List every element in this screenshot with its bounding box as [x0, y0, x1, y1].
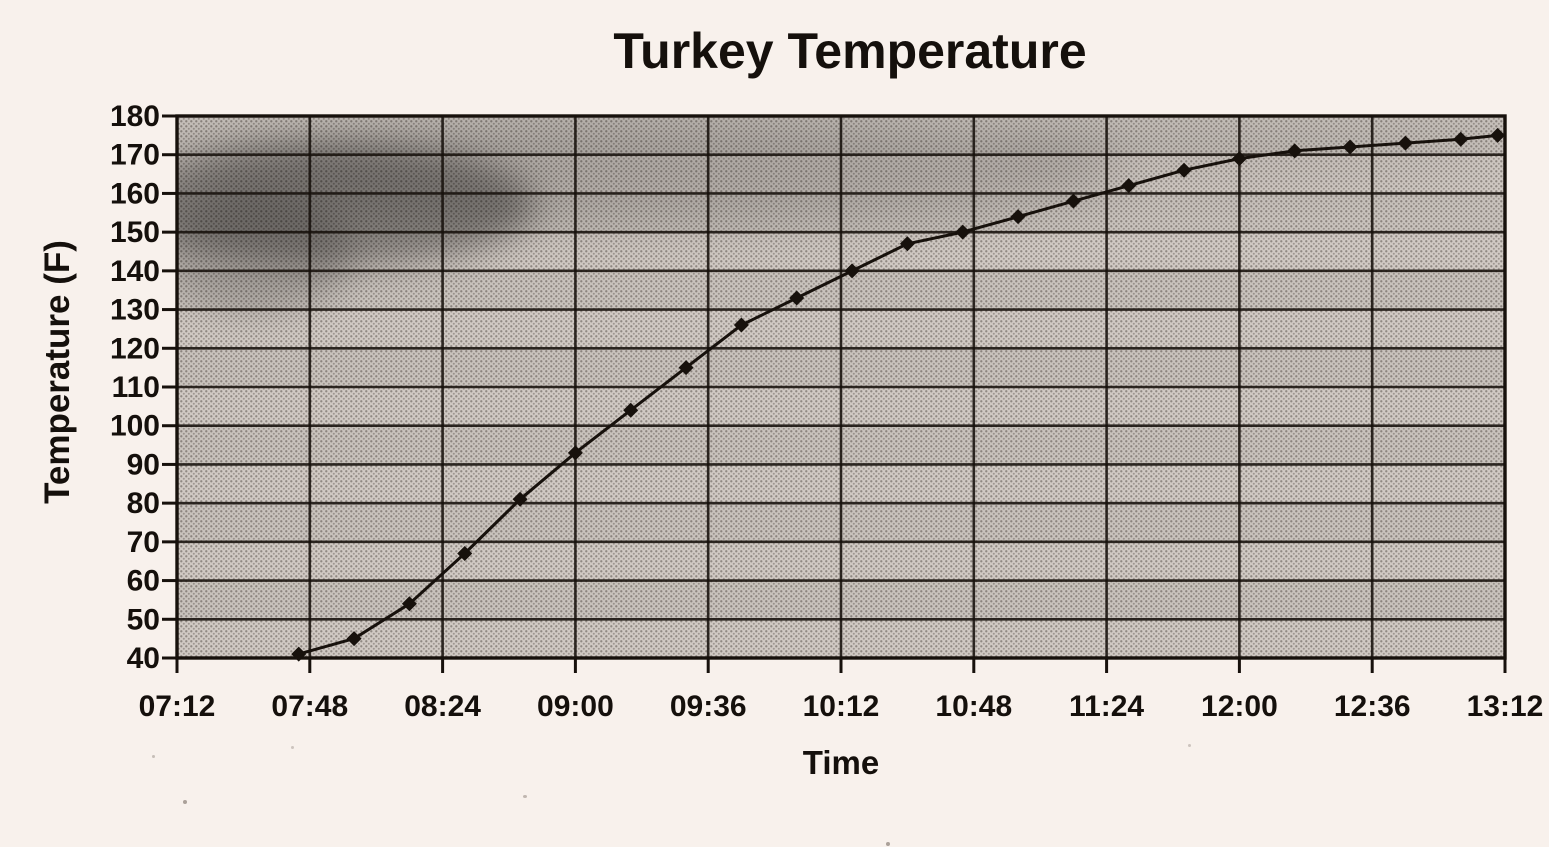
scan-speck: [152, 755, 155, 758]
y-axis-tick-label: 110: [112, 371, 160, 404]
data-point-marker: [1010, 209, 1026, 225]
y-axis-tick-label: 160: [110, 177, 160, 210]
y-axis-tick-label: 50: [127, 603, 160, 636]
y-axis-tick-label: 150: [110, 216, 160, 249]
y-axis-tick-label: 170: [110, 139, 160, 172]
data-point-marker: [291, 646, 307, 662]
scan-speck: [886, 842, 890, 846]
data-point-marker: [1342, 139, 1358, 155]
y-axis-tick-label: 180: [110, 100, 160, 133]
x-axis-tick-label: 10:48: [935, 690, 1012, 723]
data-point-marker: [678, 360, 694, 376]
y-axis-tick-label: 60: [127, 565, 160, 598]
scan-smudge: [177, 195, 350, 315]
scan-speck: [291, 746, 294, 749]
x-axis-tick-label: 07:12: [139, 690, 216, 723]
y-axis-tick-label: 80: [127, 487, 160, 520]
data-point-marker: [733, 317, 749, 333]
x-axis-tick-label: 08:24: [404, 690, 481, 723]
data-point-marker: [1287, 143, 1303, 159]
x-axis-tick-label: 11:24: [1069, 690, 1144, 723]
data-point-marker: [567, 445, 583, 461]
data-point-marker: [955, 224, 971, 240]
data-point-marker: [401, 596, 417, 612]
data-point-marker: [1453, 131, 1469, 147]
data-point-marker: [1065, 193, 1081, 209]
data-point-marker: [346, 631, 362, 647]
x-axis-tick-label: 09:36: [670, 690, 747, 723]
data-point-marker: [1397, 135, 1413, 151]
data-point-marker: [789, 290, 805, 306]
data-point-marker: [512, 491, 528, 507]
y-axis-tick-label: 120: [110, 332, 160, 365]
y-axis-tick-label: 130: [110, 294, 160, 327]
scan-speck: [183, 800, 187, 804]
plot-frame: [175, 114, 1507, 660]
y-axis-tick-label: 40: [127, 642, 160, 675]
data-point-marker: [623, 402, 639, 418]
data-point-marker: [1121, 178, 1137, 194]
x-axis-tick-label: 13:12: [1467, 690, 1544, 723]
y-axis-tick-label: 140: [110, 255, 160, 288]
data-point-marker: [899, 236, 915, 252]
scan-smudge: [990, 120, 1505, 180]
data-point-marker: [844, 263, 860, 279]
data-point-marker: [1176, 162, 1192, 178]
y-axis-tick-label: 70: [127, 526, 160, 559]
scan-speck: [1188, 744, 1191, 747]
x-axis-tick-label: 12:36: [1334, 690, 1411, 723]
chart-title: Turkey Temperature: [613, 23, 1087, 79]
x-axis-tick-label: 12:00: [1201, 690, 1278, 723]
x-axis-tick-label: 09:00: [537, 690, 614, 723]
x-axis-tick-label: 07:48: [271, 690, 348, 723]
x-axis-title: Time: [802, 744, 880, 781]
x-axis-tick-label: 10:12: [803, 690, 880, 723]
data-point-marker: [1231, 151, 1247, 167]
data-point-marker: [1490, 127, 1506, 143]
data-point-marker: [457, 545, 473, 561]
scan-speck: [523, 795, 527, 798]
y-axis-tick-label: 90: [127, 448, 160, 481]
y-axis-tick-label: 100: [110, 410, 160, 443]
